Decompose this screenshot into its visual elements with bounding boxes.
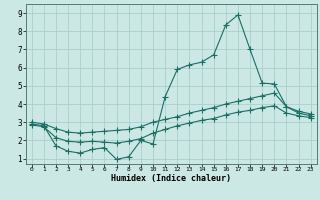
X-axis label: Humidex (Indice chaleur): Humidex (Indice chaleur): [111, 174, 231, 183]
